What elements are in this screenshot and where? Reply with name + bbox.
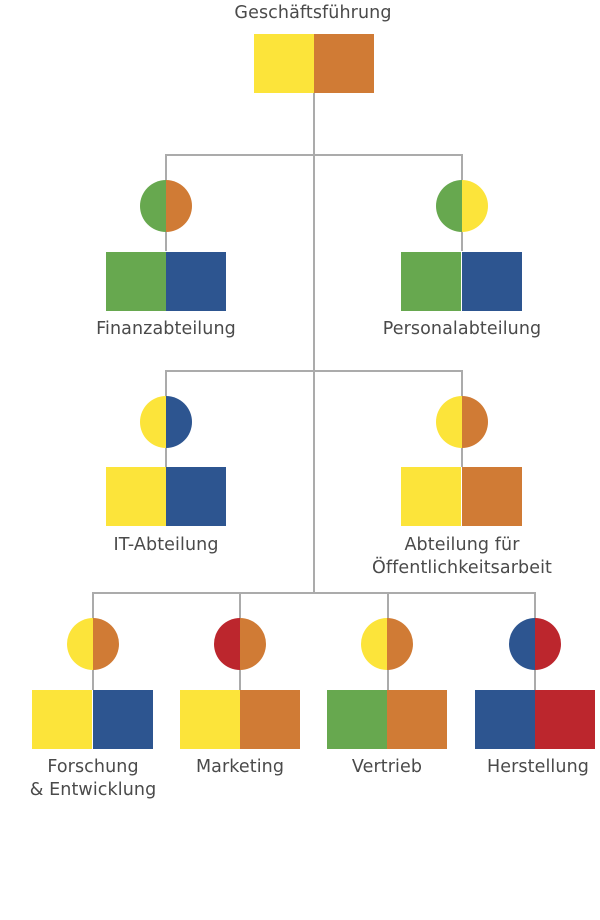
marketing-label: Marketing [195, 757, 285, 777]
marketing-person-icon [214, 618, 266, 670]
pr-person-icon [436, 396, 488, 448]
marketing-box-right [240, 690, 300, 749]
pr-label: Abteilung für Öffentlichkeitsarbeit [372, 535, 552, 578]
herstellung-box-left [475, 690, 535, 749]
herstellung-label: Herstellung [487, 757, 589, 777]
vertrieb-label: Vertrieb [351, 757, 423, 777]
finanz-box-right [166, 252, 226, 311]
it-box-left [106, 467, 166, 526]
herstellung-person-icon [509, 618, 561, 670]
forschung-box-left [32, 690, 92, 749]
forschung-box-right [93, 690, 153, 749]
vertrieb-person-icon [361, 618, 413, 670]
trunk-line [313, 93, 315, 592]
level2-connector [165, 370, 462, 372]
finanz-person-icon [140, 180, 192, 232]
personal-label: Personalabteilung [382, 319, 542, 339]
root-label: Geschäftsführung [234, 3, 392, 23]
pr-box-left [401, 467, 461, 526]
root-box-left [254, 34, 314, 93]
root-box-right [314, 34, 374, 93]
it-person-icon [140, 396, 192, 448]
personal-box-right [462, 252, 522, 311]
finanz-label: Finanzabteilung [96, 319, 236, 339]
personal-box-left [401, 252, 461, 311]
pr-box-right [462, 467, 522, 526]
level1-connector [165, 154, 462, 156]
vertrieb-box-right [387, 690, 447, 749]
it-label: IT-Abteilung [113, 535, 219, 555]
personal-person-icon [436, 180, 488, 232]
marketing-box-left [180, 690, 240, 749]
forschung-label: Forschung & Entwicklung [29, 757, 157, 800]
herstellung-box-right [535, 690, 595, 749]
vertrieb-box-left [327, 690, 387, 749]
level3-connector [92, 592, 536, 594]
finanz-box-left [106, 252, 166, 311]
forschung-person-icon [67, 618, 119, 670]
it-box-right [166, 467, 226, 526]
